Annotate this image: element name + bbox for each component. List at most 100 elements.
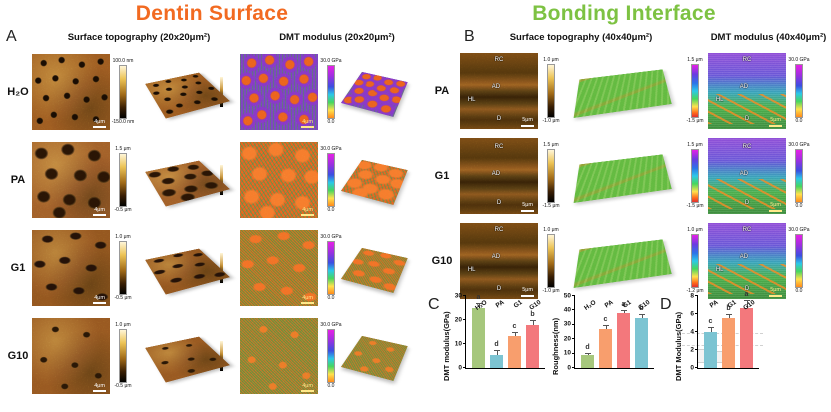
error-bar (514, 333, 516, 336)
significance-letter: a (476, 294, 481, 302)
afm-dmt-modulus-2d: 4μm (240, 318, 318, 394)
region-label-d: D (744, 199, 750, 206)
scale-bar: 4μm (301, 383, 314, 392)
colorbar-min-label: -1.5 μm (686, 202, 704, 209)
y-axis-tick (572, 367, 575, 368)
colorbar-gradient (547, 63, 555, 118)
y-axis-tick (572, 352, 575, 354)
afm-topography-3d-surface (573, 68, 672, 118)
error-bar (478, 304, 480, 308)
region-label-rc: RC (742, 57, 752, 64)
panel-a-header: A Surface topography (20x20μm²) DMT modu… (4, 28, 422, 48)
noise-texture (573, 153, 672, 203)
colorbar: 30.0 GPa 0.0 (786, 53, 812, 129)
colorbar-max-label: 1.5 μm (543, 141, 559, 148)
afm-dmt-modulus-3d-surface (340, 71, 408, 117)
significance-letter: a (621, 301, 626, 309)
region-label-ad: AD (739, 253, 749, 260)
colorbar: 100.0 nm -150.0 nm (110, 54, 136, 130)
error-bar-cap (725, 313, 732, 315)
scale-bar: 4μm (93, 119, 106, 128)
colorbar: 30.0 GPa 0.0 (318, 54, 344, 130)
plot-area: 0 2 4 6 8 c b a (690, 291, 759, 370)
y-axis-tick (463, 367, 466, 368)
colorbar: 1.0 μm -1.0 μm (538, 223, 564, 299)
scale-bar: 5μm (521, 202, 534, 212)
region-label-rc: RC (494, 143, 504, 150)
significance-letter: c (708, 317, 713, 325)
panel-d-label: D (660, 296, 672, 313)
bar-pa (490, 350, 503, 368)
section-title-dentin-surface: Dentin Surface (135, 2, 289, 25)
error-bar (746, 300, 748, 308)
colorbar-max-label: 30.0 GPa (788, 141, 810, 148)
row-label: G10 (7, 350, 29, 362)
plot-area-wrap: 0 2 4 6 8 c b a PA G1 G10 (690, 291, 759, 370)
colorbar-min-label: -0.5 μm (114, 383, 132, 389)
error-bar (641, 314, 643, 318)
chart-roughness: Roughness(nm) 0 10 20 30 40 50 d c a b H₂O PA G1 G10 (551, 292, 654, 389)
colorbar-max-label: 1.5 μm (687, 56, 703, 63)
noise-texture (573, 238, 672, 288)
colorbar-max-label: 1.0 μm (543, 226, 559, 233)
afm-topography-3d (136, 313, 240, 399)
row-label: PA (10, 174, 26, 186)
bar-pa (599, 325, 612, 368)
colorbar-min-label: -1.0 μm (542, 287, 560, 294)
y-axis-tick-label: 6 (690, 309, 694, 317)
colorbar: 30.0 GPa 0.0 (786, 223, 812, 299)
panel-b-header: B Surface topography (40x40μm²) DMT modu… (424, 28, 831, 48)
colorbar-gradient (795, 148, 803, 203)
colorbar-gradient (119, 153, 127, 207)
chart-dmt-modulus-dentin: DMT modulus(GPa) 0 10 20 30 a d c b H₂O PA G1 G10 (442, 292, 545, 389)
afm-topography-3d (136, 137, 240, 223)
plot-area-wrap: 0 10 20 30 40 50 d c a b H₂O PA G1 G10 (564, 292, 654, 370)
colorbar-max-label: 30.0 GPa (320, 322, 342, 328)
panel-a-rows: H₂O 4μm 100.0 nm -150.0 nm 4μm 30.0 GPa 0.0 PA 4… (4, 48, 422, 400)
region-label-hl: HL (715, 97, 724, 104)
region-label-ad: AD (491, 170, 501, 177)
error-bar-cap (743, 299, 750, 301)
panel-b-label: B (464, 28, 475, 45)
colorbar-gradient (691, 63, 699, 118)
scale-bar: 4μm (301, 119, 314, 128)
bar-g10 (635, 313, 648, 368)
y-axis-tick-label: 0 (458, 363, 462, 371)
y-axis-label: DMT modulus(GPa) (442, 311, 451, 381)
region-label-hl: HL (467, 97, 476, 104)
plot-area: 0 10 20 30 40 50 d c a b (564, 292, 654, 370)
colorbar-min-label: -150.0 nm (111, 119, 135, 125)
afm-topography-3d (564, 49, 682, 133)
colorbar: 1.0 μm -0.5 μm (110, 318, 136, 394)
panel-a-row: H₂O 4μm 100.0 nm -150.0 nm 4μm 30.0 GPa 0.0 (4, 48, 422, 136)
y-axis-tick (695, 349, 698, 350)
region-label-rc: RC (494, 57, 504, 64)
error-bar (605, 326, 607, 330)
region-label-d: D (744, 286, 750, 293)
panel-b-row: PA RC AD HL D 5μm 1.0 μm -1.0 μm 1.5 μm -1.5 μm RC… (424, 48, 831, 133)
afm-dmt-modulus-2d: RC AD HL D 5μm (708, 222, 786, 299)
y-axis-tick-label: 0 (690, 363, 694, 371)
y-axis-tick (572, 309, 575, 311)
scale-bar: 5μm (769, 287, 782, 297)
error-bar-cap (620, 310, 627, 312)
y-axis-tick (695, 295, 698, 296)
scale-bar: 4μm (93, 295, 106, 304)
panel-b-dmt-header: DMT modulus (40x40μm²) (710, 32, 827, 43)
region-label-rc: RC (742, 143, 752, 150)
colorbar-min-label: -0.5 μm (114, 207, 132, 213)
colorbar-max-label: 30.0 GPa (788, 226, 810, 233)
afm-topography-2d: RC AD D 5μm (460, 137, 538, 214)
panel-a-row: G10 4μm 1.0 μm -0.5 μm 4μm 30.0 GPa 0.0 (4, 312, 422, 400)
y-axis-tick-label: 0 (567, 363, 571, 371)
panel-a-label: A (6, 28, 17, 45)
bar-g10 (526, 319, 539, 368)
scale-bar: 4μm (93, 383, 106, 392)
colorbar-gradient (119, 329, 127, 383)
y-axis-tick (695, 331, 698, 332)
region-label-ad: AD (739, 170, 749, 177)
afm-dmt-modulus-2d: 4μm (240, 54, 318, 130)
row-label: G10 (431, 254, 453, 267)
colorbar-max-label: 1.0 μm (543, 56, 559, 63)
